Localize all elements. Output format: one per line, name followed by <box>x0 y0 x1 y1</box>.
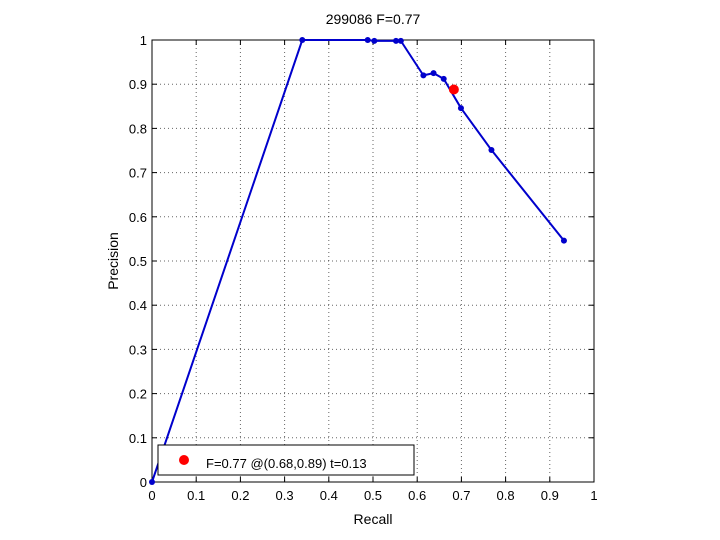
x-tick-label: 0 <box>148 488 155 503</box>
y-tick-label: 0.4 <box>129 298 147 313</box>
y-tick-label: 0.7 <box>129 166 147 181</box>
series-layer <box>149 37 567 485</box>
x-tick-label: 0.8 <box>497 488 515 503</box>
y-axis-label: Precision <box>105 232 121 290</box>
data-point <box>430 70 437 77</box>
x-tick-label: 0.3 <box>276 488 294 503</box>
data-point <box>397 37 404 44</box>
legend-text: F=0.77 @(0.68,0.89) t=0.13 <box>206 456 367 471</box>
data-point <box>440 75 447 82</box>
legend-marker <box>179 455 189 465</box>
y-tick-label: 0 <box>140 475 147 490</box>
x-tick-label: 0.1 <box>187 488 205 503</box>
x-tick-label: 0.4 <box>320 488 338 503</box>
legend-box <box>157 444 415 476</box>
data-point <box>364 37 371 43</box>
data-point <box>299 37 306 43</box>
y-tick-label: 0.5 <box>129 254 147 269</box>
data-point <box>560 237 567 244</box>
x-tick-label: 0.7 <box>452 488 470 503</box>
x-tick-label: 0.6 <box>408 488 426 503</box>
legend: F=0.77 @(0.68,0.89) t=0.13 <box>157 444 415 476</box>
data-point <box>420 72 427 79</box>
grid <box>152 40 594 482</box>
x-tick-label: 0.5 <box>364 488 382 503</box>
data-point <box>371 37 378 44</box>
y-tick-label: 1 <box>140 33 147 48</box>
best-f-point <box>448 84 459 95</box>
x-tick-label: 1 <box>590 488 597 503</box>
x-axis-label: Recall <box>354 511 393 527</box>
x-tick-label: 0.2 <box>231 488 249 503</box>
y-tick-label: 0.8 <box>129 121 147 136</box>
data-point <box>392 37 399 44</box>
y-tick-label: 0.3 <box>129 342 147 357</box>
data-point <box>457 105 464 112</box>
data-point <box>149 479 155 485</box>
y-tick-label: 0.9 <box>129 77 147 92</box>
y-tick-label: 0.1 <box>129 431 147 446</box>
y-tick-label: 0.6 <box>129 210 147 225</box>
y-tick-label: 0.2 <box>129 387 147 402</box>
chart-title: 299086 F=0.77 <box>326 11 421 27</box>
x-tick-label: 0.9 <box>541 488 559 503</box>
highlight-layer <box>448 84 459 95</box>
data-point <box>488 147 495 154</box>
series-line <box>151 39 565 483</box>
axis-ticks <box>151 39 595 483</box>
tick-labels: 0 0.1 0.2 0.3 0.4 0.5 0.6 0.7 0.8 0.9 1 0 0.1 0.2 0.3 0… <box>129 33 598 503</box>
